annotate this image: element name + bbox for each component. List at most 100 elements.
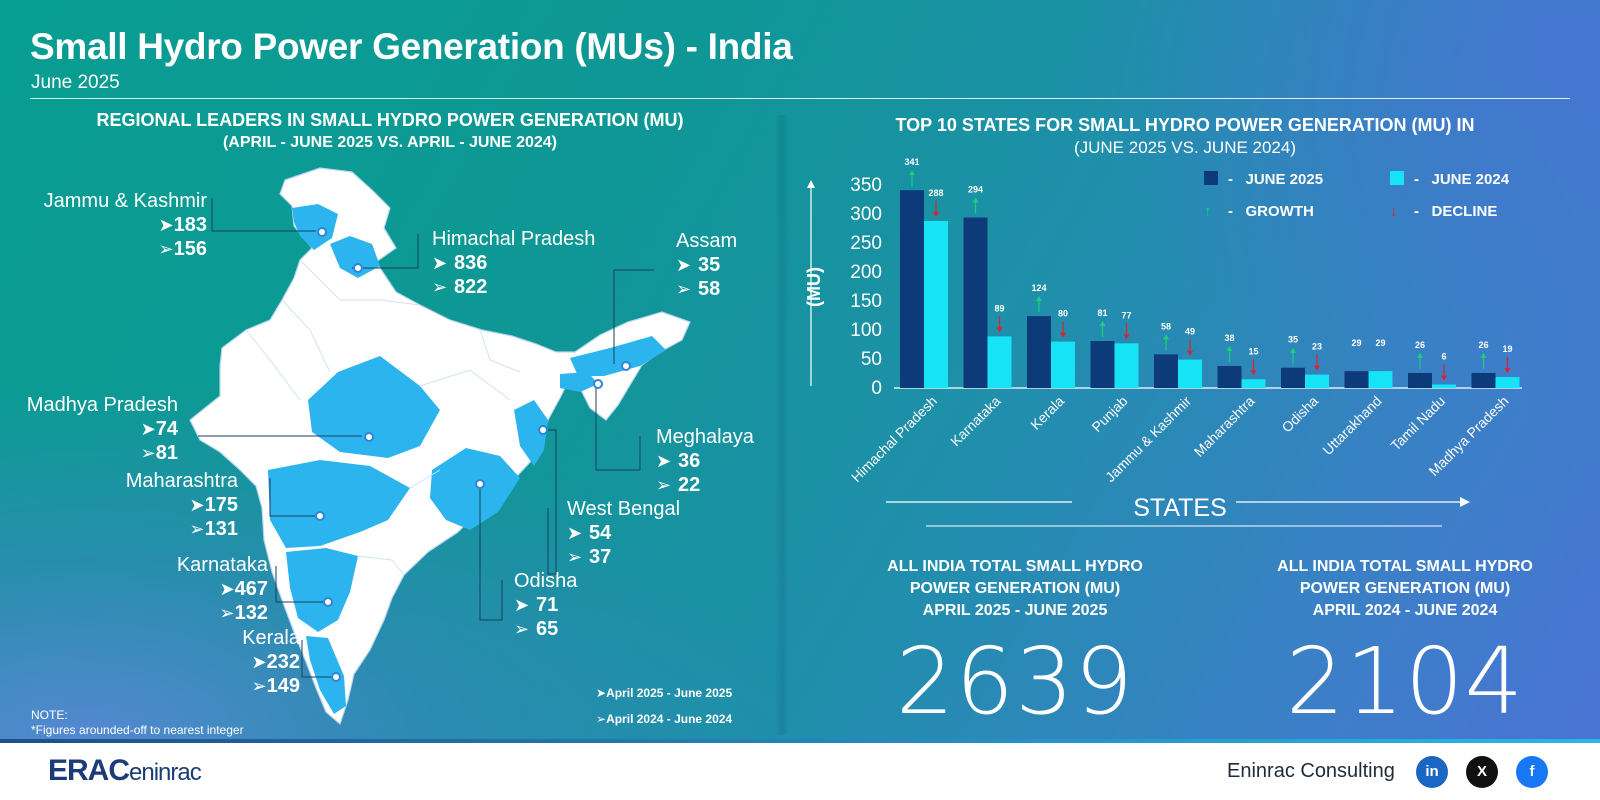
y-tick-label: 250: [850, 233, 882, 254]
map-state-west-bengal: [514, 400, 548, 466]
data-label-june2025: 35: [1288, 335, 1298, 345]
region-value-current-row: ➤ 36: [656, 449, 776, 473]
total-2025-label-line1: ALL INDIA TOTAL SMALL HYDRO: [887, 558, 1143, 575]
data-label-june2024: 80: [1058, 309, 1068, 319]
region-value-current-row: ➤ 35: [676, 253, 776, 277]
region-value-current-row: ➤175: [116, 493, 238, 517]
growth-arrowhead: [1290, 347, 1296, 353]
data-label-june2024: 77: [1121, 310, 1131, 320]
region-label: West Bengal ➤ 54 ➢ 37: [567, 498, 707, 569]
region-value-current: 232: [266, 651, 300, 673]
bar-june2025: [1090, 341, 1115, 388]
region-value-current-row: ➤232: [238, 650, 300, 674]
filled-arrow-icon: ➤: [596, 686, 607, 700]
bar-june2025: [1344, 371, 1369, 388]
region-value-previous: 81: [155, 442, 178, 464]
region-value-previous: 149: [266, 675, 300, 697]
total-2025-label-line3: APRIL 2025 - JUNE 2025: [922, 602, 1108, 619]
bar-june2024: [1051, 341, 1075, 388]
data-label-june2024: 288: [928, 188, 943, 198]
chart-subheading: (JUNE 2025 VS. JUNE 2024): [1073, 138, 1297, 157]
data-label-june2025: 294: [968, 184, 983, 194]
page-subtitle: June 2025: [31, 72, 120, 93]
x-tick-label: Odisha: [1278, 393, 1321, 436]
region-value-current-row: ➤ 71: [514, 593, 614, 617]
outline-arrow-icon: ➢: [567, 547, 583, 567]
y-tick-label: 150: [850, 291, 882, 312]
growth-arrow-icon: ↑: [1204, 203, 1212, 220]
decline-arrow-icon: ↓: [1390, 203, 1398, 220]
region-value-current-row: ➤467: [166, 577, 268, 601]
filled-arrow-icon: ➤: [432, 253, 448, 273]
bar-june2024: [1241, 379, 1266, 388]
total-2024-label-line3: APRIL 2024 - JUNE 2024: [1312, 602, 1498, 619]
x-icon[interactable]: X: [1466, 756, 1498, 788]
bar-june2024: [1305, 374, 1329, 388]
infographic: Small Hydro Power Generation (MUs) - Ind…: [0, 0, 1600, 742]
x-tick-label: Kerala: [1027, 393, 1067, 433]
region-value-previous-row: ➢131: [116, 517, 238, 541]
linkedin-icon[interactable]: in: [1416, 756, 1448, 788]
filled-arrow-icon: ➤: [219, 579, 235, 599]
eninrac-logo[interactable]: ERACeninrac: [48, 754, 202, 788]
data-label-june2025: 58: [1161, 321, 1171, 331]
region-value-current: 175: [204, 494, 238, 516]
region-value-previous: 58: [698, 278, 721, 300]
outline-arrow-icon: ➢: [596, 712, 607, 726]
map-legend-current: ➤April 2025 - June 2025: [596, 686, 732, 700]
region-name: Maharashtra: [125, 470, 238, 492]
region-value-previous-row: ➢ 37: [567, 545, 707, 569]
x-tick-label: Uttarakhand: [1319, 393, 1384, 458]
region-value-current: 35: [698, 254, 721, 276]
region-label: Assam ➤ 35 ➢ 58: [676, 230, 776, 301]
region-value-current: 836: [454, 252, 488, 274]
region-value-previous: 132: [234, 602, 268, 624]
filled-arrow-icon: ➤: [676, 255, 692, 275]
note-text: *Figures arounded-off to nearest integer: [31, 723, 244, 737]
data-label-june2024: 19: [1502, 344, 1512, 354]
bar-june2024: [1432, 384, 1456, 388]
data-label-june2024: 29: [1375, 338, 1385, 348]
region-name: West Bengal: [567, 498, 681, 520]
decline-arrowhead: [1314, 365, 1320, 371]
region-value-previous: 22: [678, 474, 701, 496]
map-heading: REGIONAL LEADERS IN SMALL HYDRO POWER GE…: [96, 110, 684, 130]
y-axis-arrowhead: [807, 180, 815, 188]
decline-arrowhead: [1060, 332, 1066, 338]
map-subheading: (APRIL - JUNE 2025 VS. APRIL - JUNE 2024…: [222, 134, 558, 151]
region-label: Odisha ➤ 71 ➢ 65: [514, 570, 614, 641]
legend-growth-label: GROWTH: [1245, 203, 1314, 220]
page-title: Small Hydro Power Generation (MUs) - Ind…: [30, 26, 793, 67]
total-2024-value: 2104: [1285, 628, 1525, 735]
legend-decline: ↓ - DECLINE: [1390, 203, 1498, 220]
data-label-june2025: 29: [1351, 338, 1361, 348]
region-value-current: 74: [155, 418, 178, 440]
x-axis-title: STATES: [1133, 494, 1227, 522]
legend-june2024-label: JUNE 2024: [1431, 171, 1510, 188]
bar-june2025: [1027, 316, 1051, 388]
map-legend-previous: ➢April 2024 - June 2024: [596, 712, 732, 726]
filled-arrow-icon: ➤: [158, 215, 174, 235]
region-value-previous-row: ➢132: [166, 601, 268, 625]
outline-arrow-icon: ➢: [158, 239, 174, 259]
data-label-june2024: 15: [1248, 346, 1258, 356]
decline-arrowhead: [1504, 367, 1511, 373]
region-value-previous: 131: [204, 518, 238, 540]
map-state-kerala: [306, 636, 346, 714]
facebook-icon[interactable]: f: [1516, 756, 1548, 788]
total-2024-label: ALL INDIA TOTAL SMALL HYDRO POWER GENERA…: [1245, 556, 1565, 622]
data-label-june2024: 6: [1441, 352, 1446, 362]
data-label-june2025: 81: [1097, 308, 1107, 318]
growth-arrowhead: [1099, 321, 1106, 327]
region-value-previous: 37: [589, 546, 612, 568]
legend-june2024: - JUNE 2024: [1390, 171, 1509, 188]
bar-june2025: [963, 217, 988, 388]
outline-arrow-icon: ➢: [656, 475, 672, 495]
logo-wordmark: eninrac: [129, 759, 202, 786]
growth-arrowhead: [1036, 296, 1042, 302]
region-label: Meghalaya ➤ 36 ➢ 22: [656, 426, 776, 497]
footnote: NOTE: *Figures arounded-off to nearest i…: [31, 708, 244, 738]
growth-arrowhead: [1480, 352, 1487, 358]
filled-arrow-icon: ➤: [567, 523, 583, 543]
bar-june2024: [1114, 343, 1139, 388]
